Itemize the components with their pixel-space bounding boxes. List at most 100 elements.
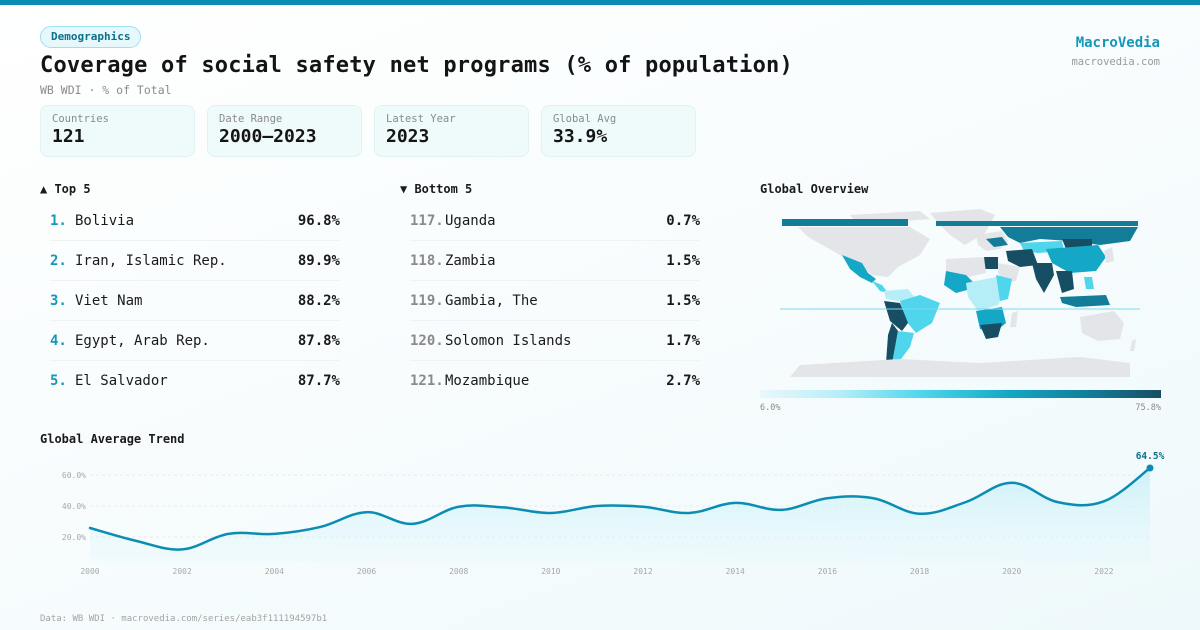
- map-region-australia[interactable]: [1080, 311, 1124, 341]
- data-point-2020[interactable]: [1009, 480, 1015, 486]
- trend-last-point[interactable]: [1146, 464, 1154, 472]
- stat-label: Latest Year: [386, 113, 456, 125]
- bottom5-list: 117. Uganda 0.7% 118. Zambia 1.5% 119. G…: [410, 201, 700, 401]
- data-point-2008[interactable]: [456, 504, 462, 510]
- rank-number: 1.: [50, 212, 67, 229]
- x-tick-label: 2014: [726, 567, 745, 576]
- list-item[interactable]: 1. Bolivia 96.8%: [50, 201, 340, 241]
- data-point-2000[interactable]: [87, 525, 93, 531]
- map-region-mexico[interactable]: [842, 255, 876, 283]
- list-item[interactable]: 118. Zambia 1.5%: [410, 241, 700, 281]
- list-item[interactable]: 5. El Salvador 87.7%: [50, 361, 340, 401]
- data-point-2007[interactable]: [410, 521, 416, 527]
- list-item[interactable]: 119. Gambia, The 1.5%: [410, 281, 700, 321]
- stat-value: 33.9%: [553, 126, 608, 147]
- map-region-east-africa[interactable]: [996, 275, 1012, 301]
- list-item[interactable]: 4. Egypt, Arab Rep. 87.8%: [50, 321, 340, 361]
- list-item[interactable]: 3. Viet Nam 88.2%: [50, 281, 340, 321]
- stat-value: 2000–2023: [219, 126, 317, 147]
- map-region-egypt[interactable]: [984, 257, 998, 269]
- category-badge[interactable]: Demographics: [40, 26, 142, 48]
- map-region-madagascar[interactable]: [1010, 311, 1018, 327]
- map-region-venezuela-colombia[interactable]: [884, 289, 916, 301]
- map-region-south-africa[interactable]: [980, 323, 1002, 339]
- country-value: 0.7%: [666, 212, 700, 229]
- x-tick-label: 2006: [357, 567, 376, 576]
- map-region-russia[interactable]: [1000, 227, 1138, 245]
- list-item[interactable]: 121. Mozambique 2.7%: [410, 361, 700, 401]
- map-region-new-zealand[interactable]: [1130, 339, 1136, 351]
- world-choropleth-map[interactable]: [780, 205, 1140, 380]
- page-subtitle: WB WDI · % of Total: [40, 83, 172, 97]
- y-tick-label: 20.0%: [62, 533, 86, 542]
- country-value: 2.7%: [666, 373, 700, 389]
- map-region-central-america[interactable]: [872, 281, 888, 293]
- rank-number: 5.: [50, 373, 67, 389]
- trend-area: [90, 468, 1150, 563]
- top-accent-bar: [0, 0, 1200, 5]
- legend-min-label: 6.0%: [760, 403, 781, 413]
- data-point-2002[interactable]: [179, 546, 185, 552]
- trend-chart: 20.0% 40.0% 60.0% 2000 2002 2004 2006 2008 2010…: [62, 451, 1165, 576]
- trend-heading: Global Average Trend: [40, 432, 185, 446]
- data-point-2016[interactable]: [824, 495, 830, 501]
- data-point-2001[interactable]: [133, 538, 139, 544]
- map-region-brazil[interactable]: [900, 295, 940, 333]
- map-region-japan[interactable]: [1104, 247, 1114, 263]
- rank-number: 3.: [50, 292, 67, 309]
- data-point-2006[interactable]: [364, 509, 370, 515]
- map-region-north-strip[interactable]: [782, 219, 908, 226]
- y-tick-label: 40.0%: [62, 502, 86, 511]
- map-region-north-strip-2[interactable]: [936, 221, 1138, 226]
- data-point-2012[interactable]: [640, 504, 646, 510]
- data-point-2013[interactable]: [686, 510, 692, 516]
- data-point-2017[interactable]: [870, 495, 876, 501]
- brand-name[interactable]: MacroVedia: [1075, 35, 1160, 51]
- country-value: 96.8%: [297, 212, 340, 229]
- map-region-se-asia[interactable]: [1056, 271, 1074, 293]
- data-point-2011[interactable]: [594, 503, 600, 509]
- data-point-2018[interactable]: [917, 511, 923, 517]
- data-point-2019[interactable]: [963, 499, 969, 505]
- map-region-argentina[interactable]: [892, 331, 914, 363]
- stat-card-latest-year: Latest Year 2023: [374, 105, 529, 157]
- country-value: 88.2%: [297, 292, 340, 309]
- x-tick-label: 2020: [1002, 567, 1021, 576]
- stat-card-countries: Countries 121: [40, 105, 195, 157]
- list-item[interactable]: 117. Uganda 0.7%: [410, 201, 700, 241]
- data-point-2003[interactable]: [225, 531, 231, 537]
- map-region-iran-iraq[interactable]: [1006, 249, 1038, 267]
- rank-number: 2.: [50, 252, 67, 269]
- data-point-2005[interactable]: [317, 524, 323, 530]
- map-region-europe-east[interactable]: [986, 237, 1008, 247]
- x-tick-label: 2018: [910, 567, 929, 576]
- brand-url[interactable]: macrovedia.com: [1071, 56, 1160, 68]
- map-region-antarctica[interactable]: [790, 357, 1130, 377]
- rank-number: 120.: [410, 332, 444, 349]
- list-item[interactable]: 120. Solomon Islands 1.7%: [410, 321, 700, 361]
- map-region-philippines[interactable]: [1084, 277, 1094, 289]
- top5-heading: ▲ Top 5: [40, 182, 91, 196]
- x-tick-label: 2022: [1094, 567, 1113, 576]
- rank-number: 121.: [410, 373, 444, 389]
- map-region-indonesia[interactable]: [1060, 295, 1110, 307]
- map-region-central-africa[interactable]: [966, 277, 1006, 311]
- data-point-2021[interactable]: [1055, 499, 1061, 505]
- stat-value: 121: [52, 126, 85, 147]
- world-map-svg: [780, 209, 1140, 377]
- data-point-2014[interactable]: [732, 500, 738, 506]
- x-tick-label: 2002: [173, 567, 192, 576]
- map-region-chile[interactable]: [886, 323, 898, 365]
- data-point-2010[interactable]: [548, 510, 554, 516]
- data-point-2009[interactable]: [502, 505, 508, 511]
- page-title: Coverage of social safety net programs (…: [40, 53, 793, 78]
- data-point-2022[interactable]: [1101, 498, 1107, 504]
- map-region-china[interactable]: [1046, 245, 1106, 273]
- list-item[interactable]: 2. Iran, Islamic Rep. 89.9%: [50, 241, 340, 281]
- map-region-india[interactable]: [1032, 263, 1054, 293]
- country-name: Mozambique: [445, 373, 530, 389]
- data-point-2015[interactable]: [778, 507, 784, 513]
- map-region-north-america[interactable]: [798, 227, 930, 277]
- data-point-2004[interactable]: [271, 531, 277, 537]
- country-name: Uganda: [445, 212, 496, 229]
